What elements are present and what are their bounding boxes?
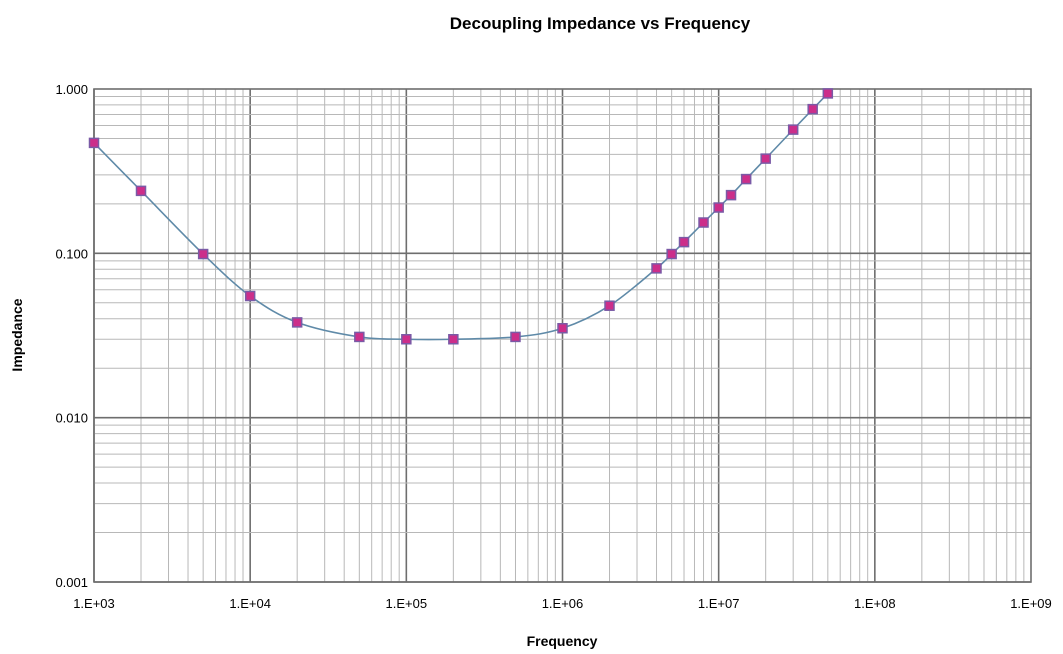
y-tick-label: 0.010 — [55, 411, 88, 426]
data-point — [651, 263, 662, 274]
data-point — [510, 331, 521, 343]
data-point — [725, 189, 737, 201]
data-point — [807, 103, 818, 115]
y-tick-label: 0.001 — [55, 575, 88, 590]
x-tick-label: 1.E+06 — [542, 596, 584, 611]
grid — [93, 89, 1031, 583]
x-tick-labels: 1.E+03 1.E+04 1.E+05 1.E+06 1.E+07 1.E+08 1.E+… — [73, 596, 1052, 611]
data-point — [88, 137, 100, 149]
chart-title: Decoupling Impedance vs Frequency — [450, 14, 751, 33]
data-point — [557, 323, 568, 334]
data-point — [291, 317, 303, 328]
data-point — [604, 300, 615, 311]
x-tick-label: 1.E+07 — [698, 596, 740, 611]
y-axis-label: Impedance — [9, 298, 25, 371]
data-point — [822, 88, 834, 99]
series-line — [93, 92, 829, 341]
x-axis-label: Frequency — [527, 633, 598, 649]
x-tick-label: 1.E+08 — [854, 596, 896, 611]
data-point — [698, 217, 709, 228]
data-point — [713, 202, 724, 213]
data-point — [135, 185, 147, 197]
x-tick-label: 1.E+04 — [229, 596, 271, 611]
x-tick-label: 1.E+05 — [386, 596, 428, 611]
data-point — [678, 236, 690, 248]
x-tick-label: 1.E+03 — [73, 596, 115, 611]
plot-frame — [93, 88, 1032, 583]
data-point — [666, 248, 677, 260]
y-tick-labels: 0.001 0.010 0.100 1.000 — [55, 82, 88, 590]
data-point — [760, 153, 771, 164]
data-point — [197, 248, 209, 260]
x-tick-label: 1.E+09 — [1010, 596, 1052, 611]
data-point — [354, 331, 365, 343]
data-point — [244, 290, 256, 302]
series-group — [88, 88, 834, 345]
data-point — [740, 173, 752, 185]
y-tick-label: 1.000 — [55, 82, 88, 97]
y-tick-label: 0.100 — [55, 246, 88, 261]
data-point — [401, 334, 412, 345]
data-point — [787, 124, 799, 135]
data-point — [448, 334, 459, 345]
